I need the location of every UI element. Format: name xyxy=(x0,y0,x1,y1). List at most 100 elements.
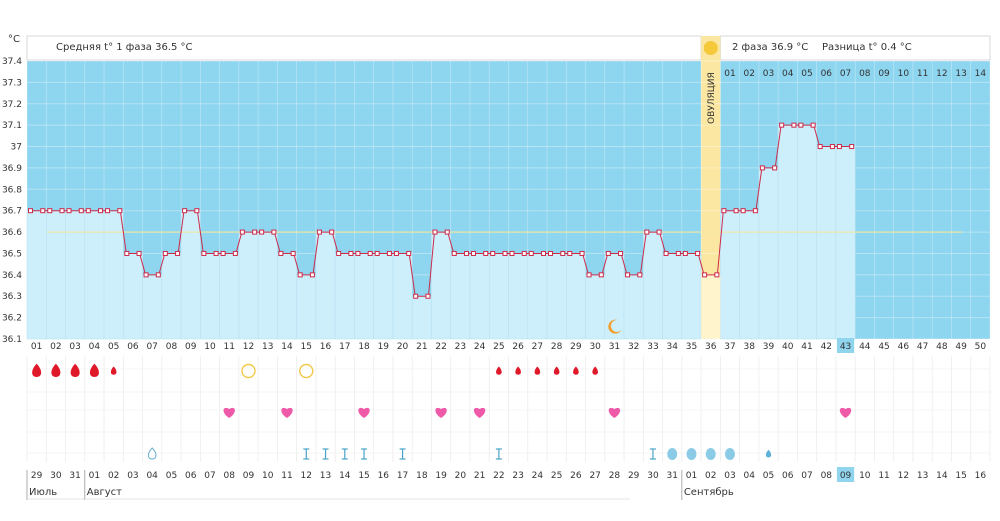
cycle-day-label: 37 xyxy=(724,342,735,352)
data-point xyxy=(451,250,457,256)
temperature-bar xyxy=(46,210,66,340)
data-point xyxy=(521,250,527,256)
cycle-day-label: 46 xyxy=(898,342,910,352)
data-point xyxy=(444,229,450,235)
data-point xyxy=(386,250,392,256)
temperature-bar xyxy=(392,253,413,340)
temperature-bar xyxy=(103,210,124,340)
heart-icon xyxy=(608,407,621,418)
data-point xyxy=(259,229,265,235)
data-point xyxy=(675,250,681,256)
data-point xyxy=(541,250,547,256)
dot-icon xyxy=(667,448,678,460)
calendar-date-label: 18 xyxy=(416,471,428,481)
cycle-day-label: 44 xyxy=(859,342,871,352)
test-icon xyxy=(649,448,656,460)
data-point xyxy=(560,250,566,256)
phase1-average: Средняя t° 1 фаза 36.5 °C xyxy=(56,42,193,53)
calendar-date-label: 13 xyxy=(320,471,331,481)
data-point xyxy=(829,144,835,150)
cycle-day-label: 35 xyxy=(686,342,697,352)
month-label: Сентябрь xyxy=(684,487,734,498)
data-point xyxy=(316,229,322,235)
data-point xyxy=(548,250,554,256)
phase2-day-number: 03 xyxy=(763,69,774,79)
cycle-day-label: 43 xyxy=(840,342,851,352)
calendar-date-label: 10 xyxy=(859,471,871,481)
temperature-bar xyxy=(546,253,567,340)
temperature-bar xyxy=(681,253,702,340)
calendar-date-label: 23 xyxy=(512,471,523,481)
calendar-date-label: 07 xyxy=(204,471,215,481)
y-tick-label: 36.8 xyxy=(2,185,22,195)
test-icon xyxy=(303,448,310,460)
cycle-day-label: 06 xyxy=(127,342,139,352)
temperature-bar xyxy=(662,253,683,340)
phase2-day-strip xyxy=(720,61,990,83)
symptom-icons xyxy=(32,41,852,460)
data-point xyxy=(59,208,65,214)
data-point xyxy=(213,250,219,256)
temperature-bar xyxy=(488,253,509,340)
calendar-date-label: 21 xyxy=(474,471,485,481)
y-tick-label: 36.7 xyxy=(2,207,22,217)
cycle-day-label: 31 xyxy=(609,342,620,352)
calendar-date-label: 01 xyxy=(89,471,100,481)
blood-drop-icon xyxy=(573,366,579,375)
blood-drop-icon xyxy=(70,363,80,377)
phase2-day-number: 06 xyxy=(821,69,833,79)
phase2-day-number: 04 xyxy=(782,69,794,79)
calendar-date-label: 24 xyxy=(532,471,544,481)
cycle-day-label: 12 xyxy=(243,342,254,352)
calendar-date-label: 20 xyxy=(455,471,467,481)
data-point xyxy=(702,272,708,278)
calendar-date-label: 05 xyxy=(166,471,177,481)
temperature-bar xyxy=(334,253,355,340)
heart-icon xyxy=(473,407,486,418)
cycle-day-label: 01 xyxy=(31,342,42,352)
calendar-date-label: 19 xyxy=(435,471,447,481)
calendar-date-label: 25 xyxy=(551,471,562,481)
data-point xyxy=(425,293,431,299)
cycle-day-label: 26 xyxy=(512,342,524,352)
heart-icon xyxy=(435,407,447,418)
calendar-date-label: 22 xyxy=(493,471,504,481)
phase2-day-number: 11 xyxy=(917,69,928,79)
calendar-date-label: 03 xyxy=(724,471,735,481)
cycle-day-label: 19 xyxy=(378,342,390,352)
dot-icon xyxy=(686,448,697,460)
data-point xyxy=(194,208,200,214)
cycle-day-label: 09 xyxy=(185,342,197,352)
temperature-bar xyxy=(142,274,163,340)
cycle-day-label: 02 xyxy=(50,342,61,352)
temperature-bar xyxy=(469,253,490,340)
data-point xyxy=(336,250,342,256)
data-point xyxy=(40,208,46,214)
cycle-day-label: 04 xyxy=(89,342,101,352)
data-point xyxy=(528,250,534,256)
axis-ticks: 01 02 03 04 05 06 07 08 09 10 11 12 13 14 36.1 36.2 36.3… xyxy=(2,57,986,498)
calendar-date-label: 12 xyxy=(301,471,312,481)
calendar-date-label: 10 xyxy=(262,471,274,481)
data-point xyxy=(239,229,245,235)
data-point xyxy=(182,208,188,214)
data-point xyxy=(278,250,284,256)
calendar-date-label: 08 xyxy=(821,471,833,481)
temperature-bar xyxy=(65,210,86,340)
calendar-date-label: 09 xyxy=(243,471,255,481)
y-tick-label: 36.5 xyxy=(2,249,22,259)
current-day-highlight xyxy=(836,338,855,353)
y-tick-label: 36.2 xyxy=(2,314,22,324)
temperature-bar xyxy=(643,231,663,340)
temperature-bar xyxy=(739,210,760,340)
blood-drop-icon xyxy=(51,363,61,377)
data-point xyxy=(618,250,624,256)
calendar-date-label: 16 xyxy=(378,471,390,481)
circle-icon xyxy=(241,363,256,379)
data-point xyxy=(663,250,669,256)
data-point xyxy=(817,144,823,150)
data-point xyxy=(220,250,226,256)
cycle-day-label: 33 xyxy=(647,342,658,352)
cycle-day-label: 15 xyxy=(301,342,312,352)
calendar-date-label: 02 xyxy=(705,471,716,481)
